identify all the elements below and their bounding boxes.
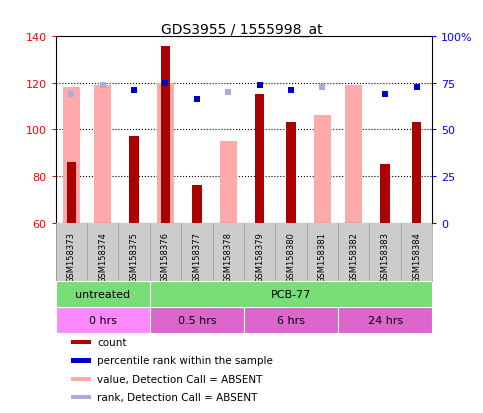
Text: GSM158384: GSM158384 (412, 232, 421, 282)
Text: 24 hrs: 24 hrs (368, 315, 403, 325)
Bar (94, 86, 111, 223)
Bar (56, 281, 150, 307)
Bar (71, 340, 91, 344)
Bar (150, 307, 244, 333)
Bar (314, 116, 331, 223)
Bar (129, 137, 139, 223)
Bar (255, 95, 264, 223)
Text: 0.5 hrs: 0.5 hrs (178, 315, 216, 325)
Text: untreated: untreated (75, 289, 130, 299)
Text: GSM158377: GSM158377 (192, 232, 201, 282)
Bar (63, 88, 80, 223)
Bar (150, 281, 432, 307)
Bar (345, 86, 362, 223)
Text: GSM158374: GSM158374 (98, 232, 107, 282)
Text: PCB-77: PCB-77 (271, 289, 311, 299)
Bar (244, 307, 338, 333)
Text: GDS3955 / 1555998_at: GDS3955 / 1555998_at (161, 23, 322, 37)
Bar (412, 123, 421, 223)
Text: GSM158373: GSM158373 (67, 232, 76, 282)
Text: GSM158380: GSM158380 (286, 232, 296, 282)
Bar (56, 307, 150, 333)
Text: GSM158376: GSM158376 (161, 232, 170, 282)
Bar (381, 165, 390, 223)
Text: GSM158378: GSM158378 (224, 232, 233, 282)
Bar (220, 142, 237, 223)
Bar (71, 395, 91, 399)
Text: percentile rank within the sample: percentile rank within the sample (97, 356, 273, 366)
Text: rank, Detection Call = ABSENT: rank, Detection Call = ABSENT (97, 392, 257, 402)
Bar (71, 377, 91, 381)
Bar (192, 186, 201, 223)
Bar (67, 163, 76, 223)
Text: value, Detection Call = ABSENT: value, Detection Call = ABSENT (97, 374, 262, 384)
Bar (338, 307, 432, 333)
Bar (157, 83, 174, 223)
Text: 0 hrs: 0 hrs (89, 315, 116, 325)
Bar (161, 47, 170, 223)
Text: GSM158383: GSM158383 (381, 232, 390, 282)
Bar (71, 358, 91, 363)
Text: GSM158379: GSM158379 (255, 232, 264, 282)
Text: 6 hrs: 6 hrs (277, 315, 305, 325)
Text: GSM158375: GSM158375 (129, 232, 139, 282)
Text: GSM158382: GSM158382 (349, 232, 358, 282)
Text: GSM158381: GSM158381 (318, 232, 327, 282)
Text: count: count (97, 337, 127, 347)
Bar (286, 123, 296, 223)
